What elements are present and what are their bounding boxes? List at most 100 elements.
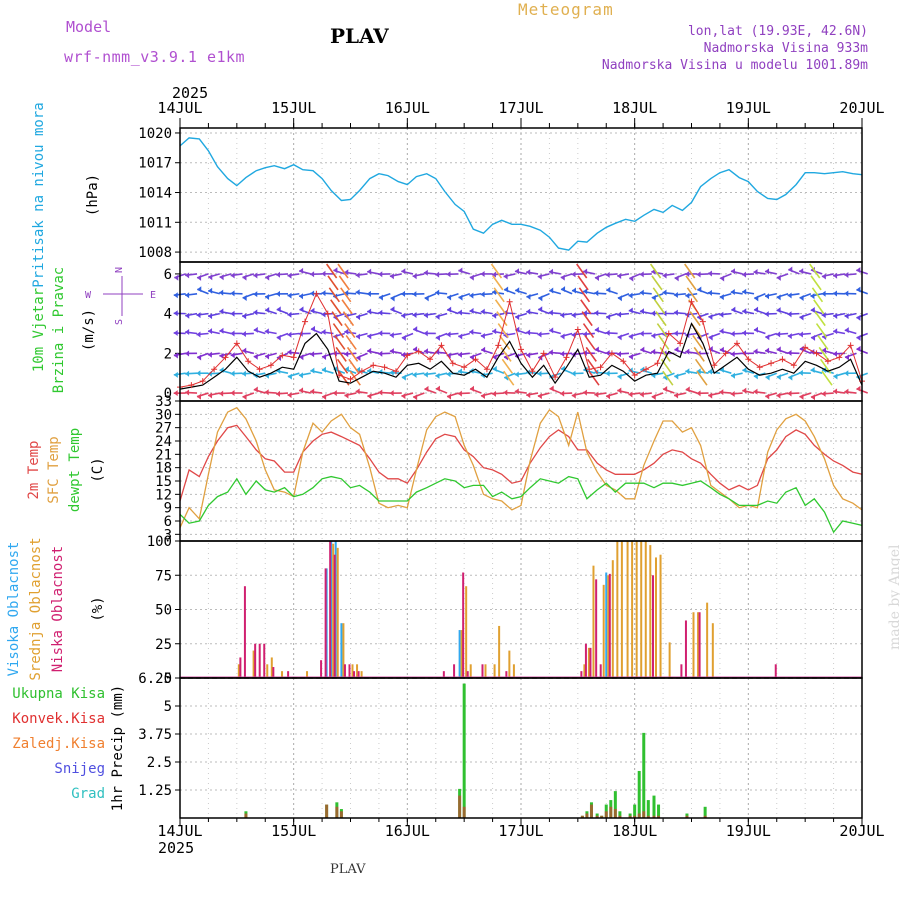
wind-arrow-head [628,333,633,340]
wind-arrow-head [730,289,735,296]
precip-bar-conv [609,806,613,818]
cloud-bar-low [589,647,592,678]
wind-burst-arrow [342,311,355,327]
precip-legend-item: Zaledj.Kisa [12,736,105,752]
cloud-bar-mid [460,630,463,678]
wind-arrow-head [423,371,428,378]
cloud-bar-mid [252,650,255,678]
x-tick-label-bottom: 20JUL [839,822,884,840]
precip-bar-total [646,800,650,818]
wind-arrow-head [844,388,849,395]
cloud-bar-mid [659,554,662,678]
precip-bar-conv [628,815,632,818]
wind-arrow-head [356,314,361,321]
wind-arrow-head [480,291,485,298]
wind-gust-marker [279,352,286,359]
wind-gust-marker [256,366,263,373]
wind-arrow-head [673,309,678,316]
wind-arrow-head [230,330,235,337]
wind-arrow-head [185,350,190,357]
wind-arrow-head [401,268,406,275]
model-altitude-info: Nadmorska Visina u modelu 1001.89m [601,58,868,73]
cloud-bar-mid [616,541,619,678]
wind-arrow-head [503,273,508,280]
wind-arrow-head [605,329,610,336]
wind-burst-arrow [493,287,505,303]
wind-gust-marker [688,298,695,305]
footer-station: PLAV [330,862,366,877]
wind-arrow-head [811,334,816,341]
wind-arrow-head [230,352,235,359]
wind-gust-marker [643,366,650,373]
wind-gust-marker [506,298,513,305]
wind-gust-marker [483,366,490,373]
cloud-bar-mid [360,671,363,678]
cloud-bar-low [243,586,246,678]
wind-arrow-head [696,368,701,375]
wind-arrow-head [446,331,451,338]
wind-arrow-head [606,286,611,293]
cloud-ylabel-mid: Srednja Oblacnost [28,537,44,680]
wind-arrow-head [480,393,485,400]
wind-arrow-head [310,367,315,374]
wind-arrow-head [469,328,474,335]
wind-arrow-head [674,373,679,380]
wind-speed-line [179,322,863,390]
wind-arrow-head [208,313,213,320]
wind-arrow-head [344,351,349,358]
wind-gust-marker [677,340,684,347]
wind-arrow-head [514,371,519,378]
wind-arrow-head [196,393,201,400]
wind-arrow-head [173,390,178,397]
wind-arrow-head [173,329,178,336]
wind-arrow-head [685,348,690,355]
wind-arrow-head [719,294,724,301]
wind-burst-arrow [494,299,507,315]
wind-arrow-head [230,290,235,297]
wind-arrow-head [185,389,190,396]
wind-gust-marker [711,362,718,369]
cloud-bar-mid [306,671,309,678]
y-tick-label-temp: 30 [155,407,172,423]
wind-burst-arrow [810,275,822,291]
wind-arrow-head [378,294,383,301]
wind-burst-arrow [344,323,356,339]
wind-arrow-head [276,306,281,313]
wind-arrow-head [628,353,633,360]
wind-burst-arrow [578,287,591,303]
precip-bar-total [657,804,661,818]
wind-arrow-head [549,287,554,294]
wind-arrow-head [378,389,383,396]
wind-arrow-head [526,392,531,399]
wind-burst-arrow [692,335,704,350]
cloud-bar-mid [711,623,714,678]
wind-arrow-head [719,311,724,318]
wind-arrow-head [219,289,224,296]
wind-arrow-head [787,349,792,356]
wind-arrow-head [435,289,440,296]
wind-arrow-head [606,393,611,400]
y-tick-label-pressure: 1011 [138,215,172,231]
wind-arrow-head [355,272,360,279]
wind-burst-arrow [815,323,828,339]
wind-burst-arrow [696,370,708,386]
wind-arrow-head [457,368,462,375]
wind-arrow-head [832,290,837,297]
wind-gust-marker [199,378,206,385]
wind-arrow-head [696,271,701,278]
wind-arrow-head [196,312,201,319]
x-tick-label-bottom: 19JUL [726,822,771,840]
wind-arrow-head [367,347,372,354]
temp-line-2m [179,424,863,502]
cloud-bar-mid [692,612,695,678]
cloud-bar-mid [332,543,335,678]
wind-burst-arrow [341,299,353,315]
wind-gust-marker [392,368,399,375]
wind-arrow-head [662,289,667,296]
wind-burst-arrow [685,275,697,291]
wind-arrow-head [185,329,190,336]
wind-arrow-head [583,268,588,275]
cloud-bar-mid [697,612,700,678]
wind-burst-arrow [325,263,338,279]
wind-burst-arrow [497,323,509,339]
